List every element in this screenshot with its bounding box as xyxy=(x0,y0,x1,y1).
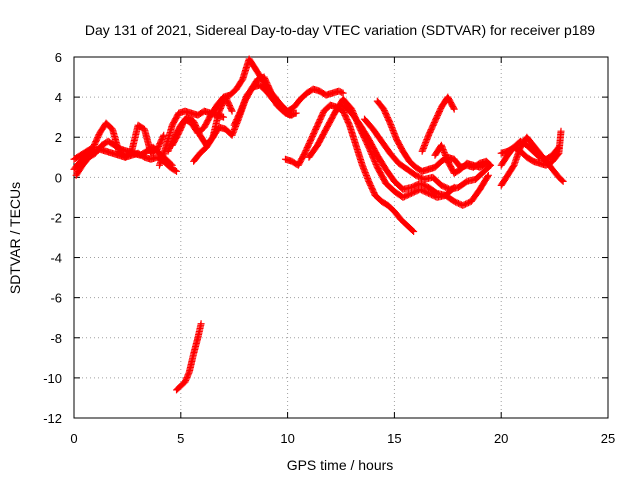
y-tick-label: -8 xyxy=(50,331,62,346)
grid xyxy=(74,57,608,418)
data-point xyxy=(484,171,492,179)
data-point xyxy=(173,167,181,175)
y-tick-label: 0 xyxy=(55,170,62,185)
x-axis-label: GPS time / hours xyxy=(287,457,394,473)
data-points xyxy=(70,55,567,394)
series-arc-19 xyxy=(497,127,565,169)
x-tick-label: 0 xyxy=(70,431,77,446)
data-point xyxy=(171,167,179,175)
series-arc-12 xyxy=(339,101,492,209)
data-point xyxy=(168,161,176,169)
series-arc-16 xyxy=(431,141,490,177)
data-point xyxy=(288,111,296,119)
y-tick-label: 6 xyxy=(55,50,62,65)
data-point xyxy=(559,177,567,185)
data-point xyxy=(228,107,236,115)
y-tick-label: -12 xyxy=(43,411,62,426)
data-point xyxy=(339,89,347,97)
data-point xyxy=(167,160,175,168)
y-tick-label: 2 xyxy=(55,130,62,145)
data-point xyxy=(338,88,346,96)
y-tick-label: -4 xyxy=(50,251,62,266)
series-arc-9 xyxy=(173,320,205,394)
series-arc-15 xyxy=(418,93,458,155)
series-arc-4 xyxy=(155,107,228,169)
data-point xyxy=(481,160,489,168)
series-arc-10 xyxy=(281,101,418,235)
data-point xyxy=(227,106,235,114)
series-arc-13 xyxy=(360,115,495,193)
chart-title: Day 131 of 2021, Sidereal Day-to-day VTE… xyxy=(85,22,595,38)
y-axis-label: SDTVAR / TECUs xyxy=(7,182,23,294)
x-tick-label: 5 xyxy=(177,431,184,446)
data-point xyxy=(185,369,193,377)
data-point xyxy=(558,176,566,184)
data-point xyxy=(410,227,418,235)
x-tick-label: 10 xyxy=(280,431,294,446)
x-tick-labels: 0 5 10 15 20 25 xyxy=(70,431,615,446)
y-tick-label: -2 xyxy=(50,210,62,225)
data-point xyxy=(450,105,458,113)
data-point xyxy=(292,109,300,117)
data-point xyxy=(482,159,490,167)
data-point xyxy=(449,104,457,112)
x-tick-label: 25 xyxy=(601,431,615,446)
y-tick-label: -10 xyxy=(43,371,62,386)
data-point xyxy=(484,173,492,181)
y-tick-labels: 6 4 2 0 -2 -4 -6 -8 -10 -12 xyxy=(43,50,62,426)
series-arc-8 xyxy=(230,81,296,129)
data-point xyxy=(409,226,417,234)
x-tick-label: 15 xyxy=(387,431,401,446)
data-point xyxy=(487,161,495,169)
series-arc-3 xyxy=(72,137,176,179)
data-point xyxy=(197,320,205,328)
plot-frame xyxy=(73,56,609,419)
y-tick-label: 4 xyxy=(55,90,62,105)
y-tick-label: -6 xyxy=(50,291,62,306)
data-point xyxy=(557,127,565,135)
x-tick-label: 20 xyxy=(494,431,508,446)
